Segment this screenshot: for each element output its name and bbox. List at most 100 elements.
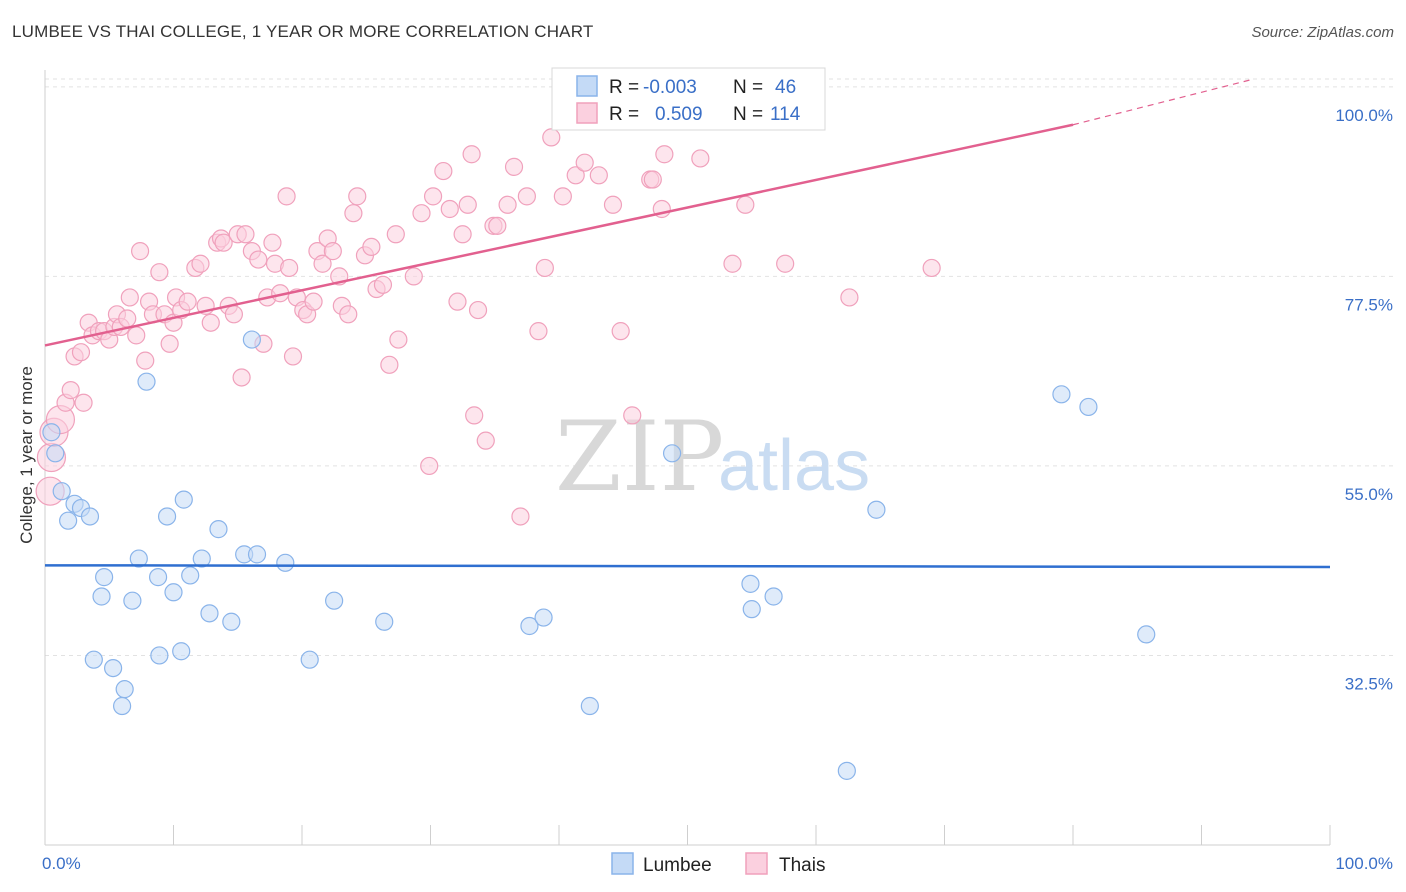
lumbee-points [42, 330, 1156, 780]
lumbee-point-38 [741, 574, 760, 593]
thais-swatch [576, 102, 598, 124]
source-credit: Source: ZipAtlas.com [1251, 24, 1394, 41]
lumbee-point-43 [1052, 385, 1071, 404]
thais-point-88 [498, 195, 517, 214]
thais-point-75 [420, 456, 439, 476]
thais-point-41 [232, 368, 251, 387]
thais-point-83 [465, 406, 484, 425]
legend-r-label-lumbee: R = [609, 77, 639, 98]
thais-point-64 [344, 204, 363, 223]
legend-r-value-thais: 0.509 [655, 104, 703, 125]
thais-point-93 [535, 258, 554, 278]
legend-n-label-thais: N = [733, 104, 763, 125]
lumbee-point-15 [137, 372, 156, 391]
thais-point-7 [71, 343, 91, 362]
thais-trend-extension [1072, 78, 1254, 126]
lumbee-point-7 [95, 568, 114, 587]
lumbee-point-34 [520, 616, 539, 636]
legend-n-value-thais: 114 [770, 104, 801, 125]
y-tick-label-0: 32.5% [1345, 674, 1393, 693]
thais-point-79 [448, 292, 467, 311]
thais-point-81 [458, 195, 477, 214]
thais-point-30 [178, 292, 197, 311]
thais-point-103 [655, 145, 674, 164]
thais-point-80 [453, 225, 472, 244]
lumbee-point-33 [375, 612, 394, 631]
thais-point-56 [304, 292, 323, 311]
series-legend: Lumbee Thais [611, 852, 825, 876]
legend-r-label-thais: R = [609, 104, 639, 125]
lumbee-point-31 [300, 650, 319, 669]
y-axis-label: College, 1 year or more [17, 366, 36, 544]
thais-point-60 [323, 242, 342, 261]
lumbee-legend-swatch [611, 852, 634, 875]
lumbee-point-9 [84, 650, 103, 669]
lumbee-point-1 [46, 444, 65, 463]
thais-point-47 [263, 233, 282, 252]
lumbee-point-17 [148, 568, 168, 587]
thais-point-84 [468, 300, 488, 320]
lumbee-point-0 [42, 423, 61, 442]
lumbee-point-13 [129, 549, 148, 568]
lumbee-point-22 [181, 566, 200, 585]
thais-point-8 [74, 393, 93, 412]
lumbee-point-19 [164, 583, 183, 602]
thais-point-70 [380, 355, 399, 374]
x-tick-label-max: 100.0% [1335, 854, 1393, 873]
lumbee-point-6 [80, 507, 100, 526]
thais-point-85 [476, 431, 495, 450]
thais-point-5 [61, 381, 80, 400]
lumbee-point-21 [174, 490, 193, 509]
grid-lines [45, 78, 1395, 656]
thais-point-52 [283, 347, 303, 366]
lumbee-point-42 [867, 500, 886, 519]
thais-point-111 [922, 258, 941, 278]
x-tick-label-min: 0.0% [42, 854, 81, 873]
thais-point-82 [462, 145, 481, 164]
lumbee-point-2 [52, 482, 71, 501]
thais-point-69 [373, 275, 393, 294]
thais-point-92 [529, 322, 548, 341]
lumbee-point-12 [112, 696, 132, 716]
tick-labels: 32.5% 55.0% 77.5% 100.0% 0.0% 100.0% [42, 106, 1393, 873]
lumbee-point-28 [242, 330, 261, 349]
thais-point-90 [511, 507, 530, 526]
thais-point-89 [504, 157, 524, 176]
thais-point-94 [542, 128, 561, 147]
thais-point-96 [566, 166, 585, 185]
thais-point-37 [214, 233, 233, 252]
legend-n-label-lumbee: N = [733, 77, 763, 98]
thais-point-72 [389, 330, 408, 349]
lumbee-trend-line [44, 564, 1331, 569]
lumbee-point-32 [325, 591, 344, 610]
thais-point-87 [488, 216, 507, 235]
lumbee-point-3 [59, 511, 78, 530]
lumbee-point-45 [1137, 625, 1156, 644]
thais-point-106 [691, 149, 710, 168]
legend-n-value-lumbee: 46 [775, 77, 796, 98]
thais-point-50 [277, 187, 296, 206]
lumbee-point-26 [222, 612, 241, 631]
thais-point-58 [313, 254, 332, 273]
lumbee-legend-label: Lumbee [643, 855, 712, 876]
y-tick-label-2: 77.5% [1345, 295, 1393, 314]
lumbee-point-24 [200, 604, 219, 623]
y-tick-label-3: 100.0% [1335, 106, 1393, 125]
thais-point-76 [423, 187, 443, 206]
thais-point-17 [118, 309, 137, 328]
thais-point-78 [440, 199, 459, 219]
lumbee-point-23 [192, 549, 211, 568]
lumbee-point-30 [276, 553, 295, 572]
lumbee-point-11 [115, 680, 134, 699]
thais-point-63 [339, 305, 358, 324]
thais-point-34 [201, 313, 220, 332]
thais-point-19 [127, 326, 146, 345]
thais-point-42 [236, 225, 255, 244]
thais-point-32 [191, 254, 210, 273]
thais-point-109 [776, 254, 795, 273]
thais-point-65 [348, 187, 367, 206]
thais-point-97 [575, 153, 594, 172]
lumbee-point-37 [662, 444, 682, 463]
thais-point-67 [362, 237, 381, 257]
thais-point-99 [603, 195, 623, 214]
